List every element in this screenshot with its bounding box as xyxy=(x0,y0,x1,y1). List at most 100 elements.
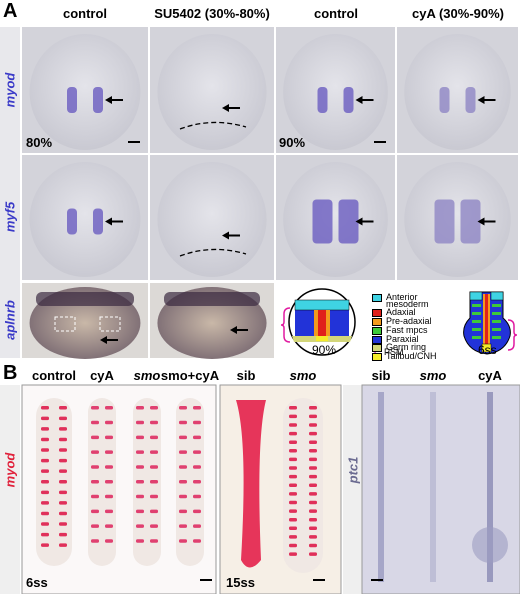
stage-label: 6ss xyxy=(26,575,48,590)
stain xyxy=(41,458,49,463)
stain xyxy=(179,450,187,454)
stain xyxy=(289,500,297,505)
diagram-region xyxy=(318,310,326,336)
stain xyxy=(136,435,144,440)
stain xyxy=(289,492,297,496)
legend-swatch xyxy=(372,294,382,302)
stain xyxy=(105,406,113,410)
row-label: myod xyxy=(2,72,18,108)
stain xyxy=(193,406,201,410)
stain xyxy=(289,517,297,522)
stain xyxy=(309,406,317,410)
stain xyxy=(179,420,187,425)
diagram-region xyxy=(481,343,492,353)
diagram-region xyxy=(469,291,483,301)
stain xyxy=(59,480,67,484)
stain xyxy=(309,457,317,462)
diagram-region xyxy=(472,320,481,323)
stain xyxy=(460,199,481,244)
stain xyxy=(105,539,113,543)
stain xyxy=(91,450,99,454)
diagram-region xyxy=(492,312,501,315)
legend-item: Adaxial xyxy=(372,308,452,318)
stage-label: 15ss xyxy=(226,575,255,590)
arrow-head xyxy=(222,104,229,112)
stain xyxy=(193,435,201,440)
stain xyxy=(179,539,187,543)
stain xyxy=(289,535,297,539)
stain xyxy=(150,420,158,425)
stain xyxy=(41,416,49,421)
diagram-stage: 6ss xyxy=(478,343,497,357)
stain xyxy=(179,509,187,514)
stain xyxy=(136,465,144,469)
arrow-head xyxy=(105,96,112,104)
stain xyxy=(150,524,158,528)
stain xyxy=(105,435,113,440)
stain xyxy=(309,543,317,548)
legend-label: Paraxial xyxy=(386,333,419,344)
stain xyxy=(309,500,317,505)
stain xyxy=(105,420,113,425)
stain xyxy=(487,392,493,582)
label-strip xyxy=(0,27,20,358)
stain xyxy=(150,465,158,469)
diagram-region xyxy=(492,320,501,323)
stain xyxy=(150,450,158,454)
stain xyxy=(343,87,354,113)
stain xyxy=(91,465,99,469)
stain xyxy=(309,535,317,539)
embryo xyxy=(236,400,266,568)
column-header: smo xyxy=(133,368,161,383)
stain xyxy=(289,457,297,462)
stain xyxy=(150,494,158,499)
stain xyxy=(289,440,297,444)
psm-brace xyxy=(280,307,291,343)
stain xyxy=(59,532,67,537)
stain xyxy=(430,392,436,582)
stain xyxy=(41,501,49,505)
diagram-region xyxy=(490,291,504,301)
column-header: cyA xyxy=(478,368,502,383)
stain xyxy=(105,494,113,499)
embryo xyxy=(472,527,508,563)
stain xyxy=(136,406,144,410)
stain xyxy=(179,524,187,528)
stain xyxy=(41,532,49,537)
stain xyxy=(41,522,49,526)
legend-item: Fast mpcs xyxy=(372,325,452,335)
dashed-region xyxy=(54,316,76,332)
diagram-stage: 90% xyxy=(312,343,337,357)
stain xyxy=(164,292,260,306)
stain xyxy=(193,539,201,543)
row-label: ptc1 xyxy=(345,456,361,484)
diagram-region xyxy=(492,336,501,339)
stain xyxy=(289,543,297,548)
stain xyxy=(59,448,67,452)
diagram-region xyxy=(472,304,481,307)
arrow-head xyxy=(105,217,112,226)
column-header: smo+cyA xyxy=(160,368,220,383)
stain xyxy=(91,524,99,528)
stain xyxy=(179,494,187,499)
stain xyxy=(193,509,201,514)
stain xyxy=(317,87,328,113)
stain xyxy=(289,466,297,470)
stain xyxy=(136,494,144,499)
stain xyxy=(289,526,297,531)
diagram-region xyxy=(294,299,350,311)
stain xyxy=(105,450,113,454)
stain xyxy=(41,511,49,516)
label-strip xyxy=(343,385,362,594)
image-cell xyxy=(361,384,520,594)
stain xyxy=(91,480,99,484)
stain xyxy=(193,524,201,528)
stain xyxy=(150,480,158,484)
label-strip xyxy=(0,385,20,594)
stain xyxy=(309,526,317,531)
stain xyxy=(136,420,144,425)
stain xyxy=(193,420,201,425)
panel-label: A xyxy=(3,0,18,22)
stain xyxy=(378,392,384,582)
